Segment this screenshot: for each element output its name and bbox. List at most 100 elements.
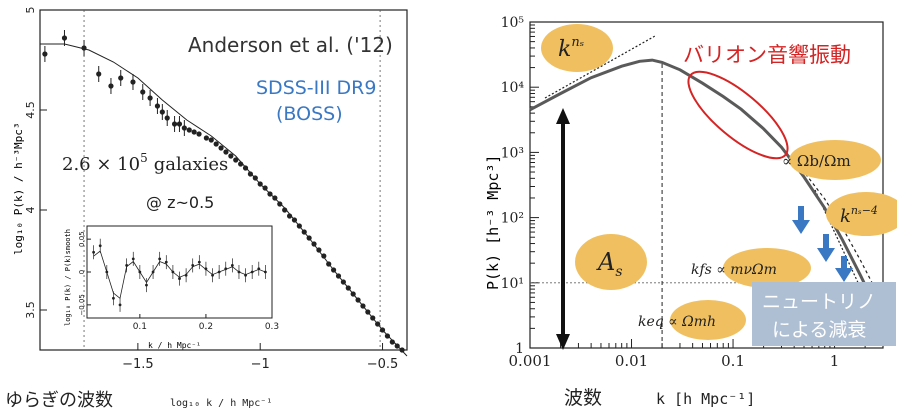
right-plot-frame bbox=[529, 21, 884, 349]
galaxy-count-label: 2.6 × 105 galaxies bbox=[62, 151, 228, 175]
left-x-axis-label-jp: ゆらぎの波数 bbox=[5, 390, 113, 411]
left-data-point bbox=[140, 89, 146, 95]
left-data-point bbox=[213, 141, 219, 147]
inset-y-tick-label: −0.05 bbox=[78, 294, 86, 315]
right-y-axis-label: P(k) [h⁻³ Mpc³] bbox=[484, 155, 502, 290]
inset-x-tick-label: 0.3 bbox=[265, 322, 279, 332]
right-y-tick-label: 10⁴ bbox=[501, 80, 525, 96]
damping-arrow bbox=[792, 206, 810, 234]
left-data-point bbox=[238, 161, 244, 167]
kns4-bubble bbox=[826, 192, 897, 236]
right-y-tick-label: 10³ bbox=[501, 145, 524, 161]
inset-data-point bbox=[250, 270, 254, 274]
left-data-point bbox=[267, 191, 273, 197]
galaxy-count-exponent: 5 bbox=[140, 151, 148, 165]
left-y-tick-label: 3.5 bbox=[24, 301, 37, 319]
omega-bubble bbox=[789, 140, 881, 180]
left-data-point bbox=[399, 347, 405, 353]
left-data-point bbox=[242, 165, 249, 171]
left-data-point bbox=[350, 291, 356, 297]
inset-data-point bbox=[112, 296, 115, 300]
left-data-point bbox=[164, 115, 170, 121]
inset-data-point bbox=[178, 277, 181, 280]
left-data-point bbox=[96, 71, 102, 77]
left-chart: −1.5 −1 −0.53.544.55 log₁₀ P(k) / h⁻³Mpc³ … bbox=[5, 7, 408, 411]
redshift-label: @ z~0.5 bbox=[146, 193, 214, 212]
left-data-point bbox=[355, 297, 361, 303]
right-x-tick-label: 0.01 bbox=[615, 352, 648, 370]
left-data-point bbox=[186, 127, 192, 133]
left-data-point bbox=[272, 195, 278, 201]
kfs-label: kfs ∝ mνΩm bbox=[691, 262, 777, 278]
left-data-point bbox=[296, 223, 302, 229]
left-data-point bbox=[191, 129, 197, 135]
left-data-point bbox=[176, 121, 183, 127]
left-data-point bbox=[233, 157, 239, 163]
As-base: A bbox=[596, 248, 615, 276]
left-data-point bbox=[257, 181, 263, 187]
left-data-point bbox=[223, 149, 229, 155]
galaxy-count-mantissa: 2.6 × 10 bbox=[62, 154, 140, 175]
left-data-point bbox=[218, 145, 224, 151]
inset-data-point bbox=[217, 270, 221, 274]
kns-base: k bbox=[558, 37, 571, 62]
inset-chart: 0.1 0.2 0.3 −0.05 0 0.05 log₁₀ P(k) / P(k)smo… bbox=[64, 225, 279, 350]
left-data-point bbox=[311, 241, 317, 247]
left-plot-frame bbox=[39, 9, 408, 351]
right-y-tick-label: 10⁵ bbox=[501, 15, 525, 31]
left-data-point bbox=[379, 327, 386, 333]
left-data-point bbox=[394, 343, 400, 349]
inset-data-point bbox=[211, 273, 214, 277]
inset-data-point bbox=[118, 303, 122, 307]
left-data-point bbox=[316, 247, 322, 253]
left-data-point bbox=[171, 121, 178, 127]
inset-data-point bbox=[125, 264, 129, 267]
left-data-point bbox=[389, 339, 395, 345]
left-ticks: −1.5 −1 −0.5 3.5 4 4.5 5 bbox=[24, 7, 398, 373]
left-data-point bbox=[130, 79, 136, 85]
damping-arrow bbox=[817, 234, 835, 262]
left-data-point bbox=[321, 253, 327, 259]
left-data-point bbox=[181, 125, 187, 131]
left-x-tick-label: −0.5 bbox=[367, 357, 399, 372]
left-data-point bbox=[159, 109, 165, 115]
left-x-tick-label: −1 bbox=[251, 357, 270, 372]
bao-highlight-ellipse bbox=[687, 70, 789, 160]
left-data-point bbox=[108, 83, 114, 89]
left-data-point bbox=[291, 217, 298, 223]
inset-data-point bbox=[171, 270, 175, 274]
left-data-point bbox=[154, 103, 161, 109]
inset-x-axis-label: k / h Mpc⁻¹ bbox=[148, 341, 201, 350]
left-y-axis-label: log₁₀ P(k) / h⁻³Mpc³ bbox=[12, 123, 25, 255]
right-chart: 0.001 0.01 0.1 1 1 10¹ 10² 10³ 10⁴ 10⁵ バリオン音響振動 k… bbox=[484, 15, 897, 409]
kns4-exponent: nₛ−4 bbox=[851, 204, 878, 217]
amplitude-arrow-head-up bbox=[556, 108, 570, 124]
kns-slope-line bbox=[544, 35, 656, 99]
right-x-tick-label: 1 bbox=[830, 352, 840, 370]
right-y-tick-label: 1 bbox=[515, 341, 524, 357]
inset-data-point bbox=[257, 267, 261, 271]
left-y-tick-label: 4.5 bbox=[24, 101, 37, 119]
neutrino-damping-arrows bbox=[792, 206, 853, 282]
bao-label: バリオン音響振動 bbox=[683, 43, 851, 67]
inset-data-point bbox=[131, 257, 135, 261]
As-bubble bbox=[575, 234, 647, 290]
inset-data-point bbox=[191, 264, 195, 267]
left-data-points bbox=[42, 30, 405, 353]
inset-data-point bbox=[263, 270, 267, 274]
left-data-point bbox=[282, 207, 288, 213]
left-data-point bbox=[277, 201, 283, 207]
left-data-point bbox=[118, 75, 124, 81]
inset-y-tick-label: 0.05 bbox=[78, 231, 86, 247]
damping-arrow bbox=[835, 256, 853, 282]
left-data-point bbox=[375, 321, 381, 327]
kfs-bubble bbox=[723, 248, 811, 288]
left-data-point bbox=[384, 333, 391, 339]
left-x-tick-label: −1.5 bbox=[122, 357, 154, 372]
inset-data-point bbox=[145, 283, 148, 287]
kns-bubble bbox=[541, 24, 613, 72]
neutrino-label-line1: ニュートリノ bbox=[762, 291, 876, 313]
left-data-point bbox=[340, 279, 346, 285]
neutrino-damping-box bbox=[752, 282, 896, 346]
right-x-axis-label-jp: 波数 bbox=[564, 387, 602, 409]
